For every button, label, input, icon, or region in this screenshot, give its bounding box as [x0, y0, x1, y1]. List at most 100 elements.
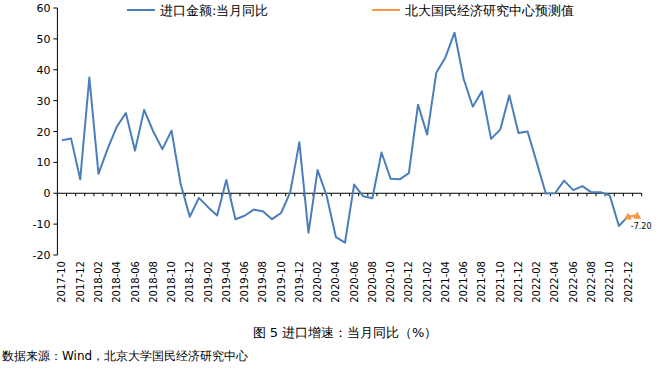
x-tick	[431, 193, 432, 196]
x-tick-label: 2019-08	[257, 261, 268, 303]
y-tick-label: -10	[32, 218, 50, 231]
y-tick	[53, 162, 57, 163]
x-tick	[93, 193, 94, 196]
x-tick-label: 2018-10	[166, 261, 177, 303]
x-tick	[623, 193, 624, 196]
x-tick	[532, 193, 533, 196]
x-tick	[358, 193, 359, 196]
x-tick	[148, 193, 149, 196]
x-tick-label: 2021-08	[476, 261, 487, 303]
x-tick-label: 2020-02	[312, 261, 323, 303]
x-tick	[413, 193, 414, 196]
x-tick	[577, 193, 578, 196]
x-tick	[276, 193, 277, 196]
x-tick-label: 2018-12	[184, 261, 195, 303]
x-tick	[212, 193, 213, 196]
x-tick	[157, 193, 158, 196]
title: 图 5 进口增速：当月同比（%）	[253, 325, 438, 340]
x-tick	[75, 193, 76, 196]
y-tick	[53, 8, 57, 9]
x-tick-label: 2021-02	[422, 261, 433, 303]
x-tick-label: 2019-12	[294, 261, 305, 303]
x-tick-label: 2018-06	[130, 261, 141, 303]
y-tick	[53, 38, 57, 39]
x-tick-label: 2022-02	[531, 261, 542, 303]
y-tick	[53, 255, 57, 256]
x-tick-label: 2021-12	[513, 261, 524, 303]
x-tick	[386, 193, 387, 196]
x-tick-label: 2019-10	[276, 261, 287, 303]
x-tick	[440, 193, 441, 196]
x-tick	[523, 193, 524, 196]
x-tick-label: 2020-08	[367, 261, 378, 303]
x-tick	[166, 193, 167, 196]
x-tick	[340, 193, 341, 196]
x-tick-label: 2017-12	[75, 261, 86, 303]
x-tick	[596, 193, 597, 196]
x-tick	[267, 193, 268, 196]
x-tick	[139, 193, 140, 196]
series-line	[62, 33, 628, 243]
y-tick-label: 20	[36, 126, 50, 139]
x-tick-label: 2018-02	[93, 261, 104, 303]
x-tick-label: 2022-12	[623, 261, 634, 303]
x-tick-label: 2017-10	[56, 261, 67, 303]
x-tick	[495, 193, 496, 196]
x-tick	[614, 193, 615, 196]
x-tick	[504, 193, 505, 196]
data-label: -7.20	[631, 222, 652, 231]
series-marker	[633, 211, 641, 218]
x-tick	[477, 193, 478, 196]
x-tick	[203, 193, 204, 196]
x-tick	[285, 193, 286, 196]
x-tick	[176, 193, 177, 196]
chart: -20-1001020304050602017-102017-122018-02…	[0, 0, 660, 370]
y-tick-label: -20	[32, 249, 50, 262]
x-tick	[395, 193, 396, 196]
y-tick	[53, 193, 57, 194]
y-tick-label: 0	[43, 187, 50, 200]
x-tick	[331, 193, 332, 196]
y-tick	[53, 100, 57, 101]
x-tick	[513, 193, 514, 196]
x-tick	[103, 193, 104, 196]
x-tick	[57, 193, 58, 196]
y-tick-label: 60	[36, 2, 50, 15]
legend-label: 北大国民经济研究中心预测值	[405, 3, 574, 18]
x-tick	[294, 193, 295, 196]
legend-swatch	[372, 9, 400, 11]
x-tick-label: 2019-02	[203, 261, 214, 303]
x-tick	[568, 193, 569, 196]
x-tick-label: 2022-06	[568, 261, 579, 303]
x-tick	[322, 193, 323, 196]
y-tick	[53, 224, 57, 225]
y-tick	[53, 69, 57, 70]
x-tick	[459, 193, 460, 196]
x-tick	[239, 193, 240, 196]
x-tick	[249, 193, 250, 196]
x-tick	[449, 193, 450, 196]
x-tick	[468, 193, 469, 196]
x-tick	[559, 193, 560, 196]
data-labels: -7.20	[631, 222, 652, 231]
series-marker	[624, 212, 632, 219]
x-tick-label: 2021-04	[440, 261, 451, 303]
x-tick-label: 2022-08	[586, 261, 597, 303]
x-tick	[130, 193, 131, 196]
x-tick-label: 2020-10	[385, 261, 396, 303]
x-tick	[121, 193, 122, 196]
x-tick	[349, 193, 350, 196]
x-tick-label: 2018-08	[148, 261, 159, 303]
y-tick-label: 10	[36, 156, 50, 169]
x-tick-label: 2019-04	[221, 261, 232, 303]
x-tick-label: 2019-06	[239, 261, 250, 303]
x-tick-label: 2022-04	[549, 261, 560, 303]
x-tick	[486, 193, 487, 196]
y-tick-label: 50	[36, 33, 50, 46]
source: 数据来源：Wind，北京大学国民经济研究中心	[2, 349, 248, 363]
x-tick-label: 2022-10	[604, 261, 615, 303]
x-tick-label: 2020-06	[349, 261, 360, 303]
x-tick-label: 2018-04	[111, 261, 122, 303]
x-tick	[367, 193, 368, 196]
x-tick-label: 2020-04	[330, 261, 341, 303]
